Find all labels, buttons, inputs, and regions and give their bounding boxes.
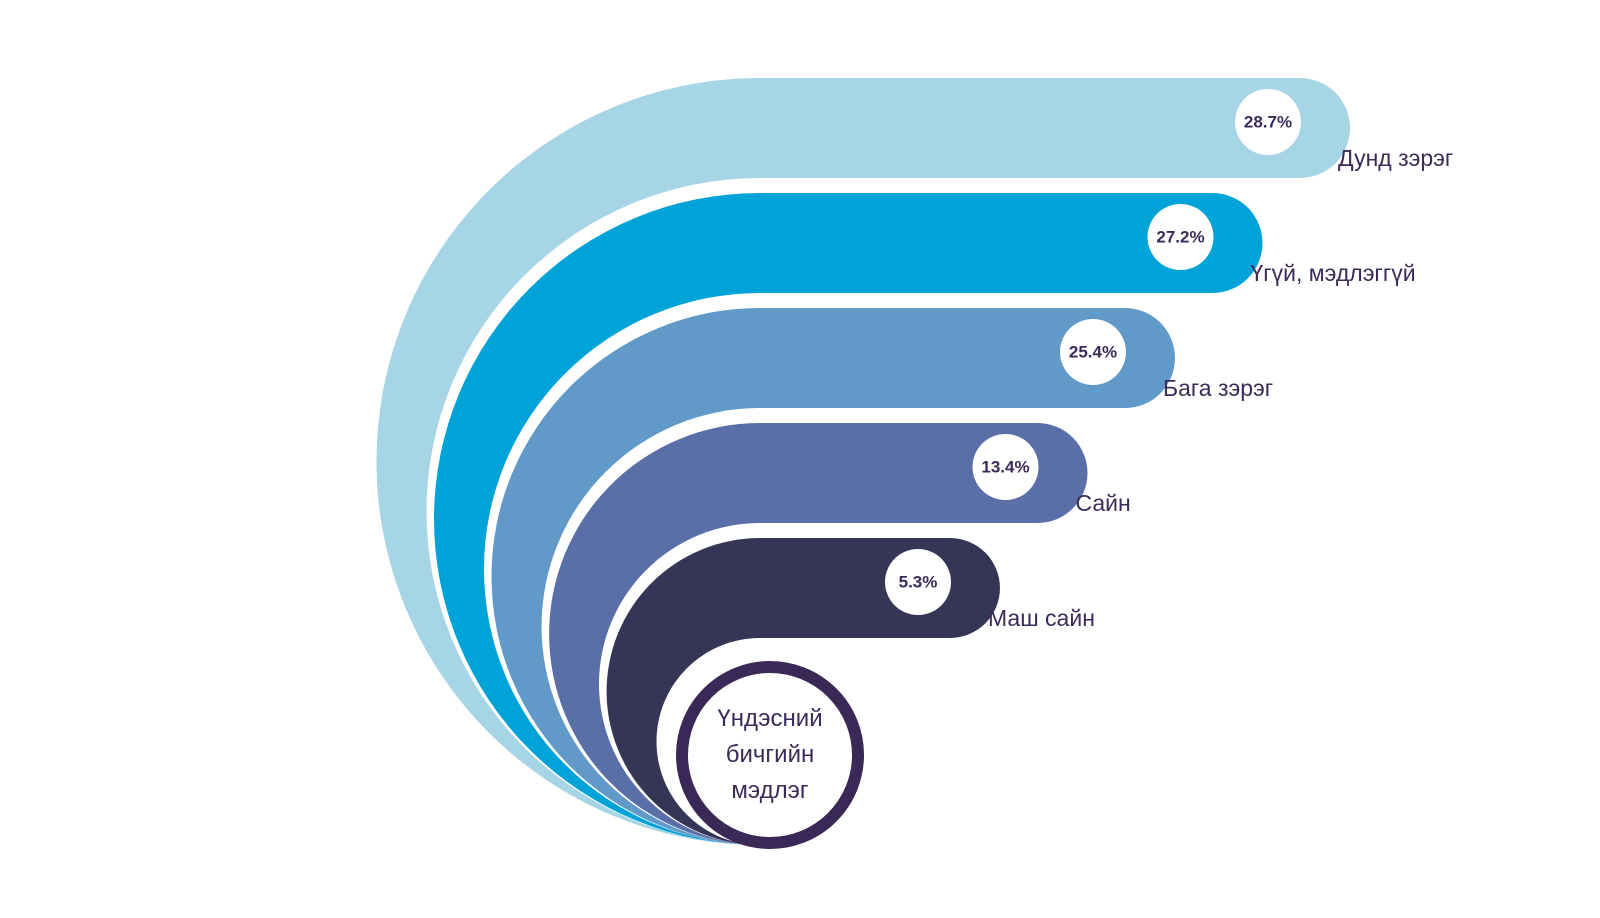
value-label: 28.7%	[1244, 112, 1292, 131]
category-label: Маш сайн	[988, 605, 1095, 631]
value-badge	[885, 549, 951, 615]
category-label: Бага зэрэг	[1163, 375, 1273, 401]
value-badge	[1235, 89, 1301, 155]
title-circle	[676, 661, 864, 849]
band	[606, 538, 1000, 845]
value-label: 13.4%	[981, 457, 1029, 476]
value-label: 25.4%	[1069, 342, 1117, 361]
value-badge	[1060, 319, 1126, 385]
chart-title: Үндэсний бичгийн мэдлэг	[717, 705, 823, 804]
value-label: 27.2%	[1156, 227, 1204, 246]
title-holder: Үндэсний бичгийн мэдлэг	[717, 705, 823, 804]
bands: 28.7% Дунд зэрэг 27.2% Үгүй, мэдлэггүй 25.4%…	[376, 78, 1453, 845]
category-label: Дунд зэрэг	[1338, 145, 1453, 171]
band	[549, 423, 1088, 845]
value-badge	[1147, 204, 1214, 270]
category-label: Сайн	[1076, 490, 1131, 516]
value-badge	[972, 434, 1039, 500]
value-label: 5.3%	[899, 572, 938, 591]
category-label: Үгүй, мэдлэггүй	[1251, 260, 1416, 286]
band	[376, 78, 1350, 845]
